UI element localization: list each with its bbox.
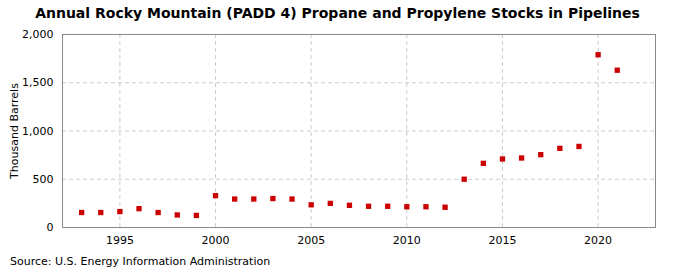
svg-text:Thousand Barrels: Thousand Barrels bbox=[8, 83, 21, 180]
svg-text:2015: 2015 bbox=[488, 234, 516, 247]
svg-text:2010: 2010 bbox=[393, 234, 421, 247]
html-text:Source: U.S. Energy Informatio: Source: U.S. Energy Information Administ… bbox=[10, 255, 271, 268]
svg-text:2005: 2005 bbox=[297, 234, 325, 247]
svg-text:1995: 1995 bbox=[106, 234, 134, 247]
svg-text:0: 0 bbox=[47, 221, 54, 234]
svg-text:1,000: 1,000 bbox=[22, 125, 54, 138]
svg-text:2020: 2020 bbox=[584, 234, 612, 247]
svg-text:1,500: 1,500 bbox=[22, 76, 54, 89]
html-text:Annual Rocky Mountain (PADD 4): Annual Rocky Mountain (PADD 4) Propane a… bbox=[35, 5, 640, 21]
svg-text:2000: 2000 bbox=[202, 234, 230, 247]
svg-text:500: 500 bbox=[33, 173, 54, 186]
svg-text:2,000: 2,000 bbox=[22, 28, 54, 41]
